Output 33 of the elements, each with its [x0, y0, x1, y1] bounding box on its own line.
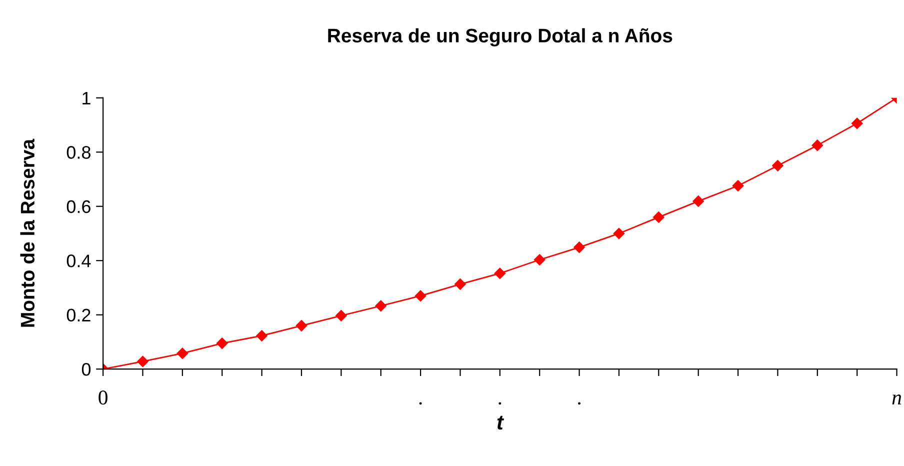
x-tick-label: .	[498, 402, 502, 405]
point	[414, 290, 426, 302]
point	[653, 212, 664, 223]
point	[692, 196, 704, 207]
x-tick-label: n	[892, 394, 902, 404]
y-tick-label: 0.4	[66, 254, 91, 268]
point	[613, 228, 625, 240]
point	[574, 242, 585, 253]
chart-title: Reserva de un Seguro Dotal a n Años	[328, 28, 672, 46]
point	[494, 268, 506, 279]
point	[812, 140, 824, 151]
point	[534, 254, 546, 266]
point	[336, 310, 347, 322]
point	[176, 348, 188, 359]
point	[256, 330, 268, 342]
point	[454, 278, 466, 290]
x-tick-label: .	[419, 402, 422, 405]
point	[137, 356, 148, 368]
x-tick-label: .	[578, 402, 581, 405]
y-tick-label: 0.6	[66, 200, 90, 214]
y-tick-label: 0	[82, 363, 91, 376]
point	[296, 320, 308, 332]
y-tick-label: 1	[82, 92, 90, 104]
point	[851, 118, 863, 129]
y-tick-label: 0.8	[66, 146, 90, 159]
point	[216, 338, 228, 349]
x-tick-label: 0	[98, 390, 108, 405]
y-tick-label: 0.2	[66, 308, 90, 322]
point	[772, 160, 784, 172]
point	[732, 180, 744, 192]
x-axis-title: t	[497, 416, 504, 430]
point	[375, 300, 386, 312]
y-axis-title: Monto de la Reserva	[20, 138, 35, 327]
